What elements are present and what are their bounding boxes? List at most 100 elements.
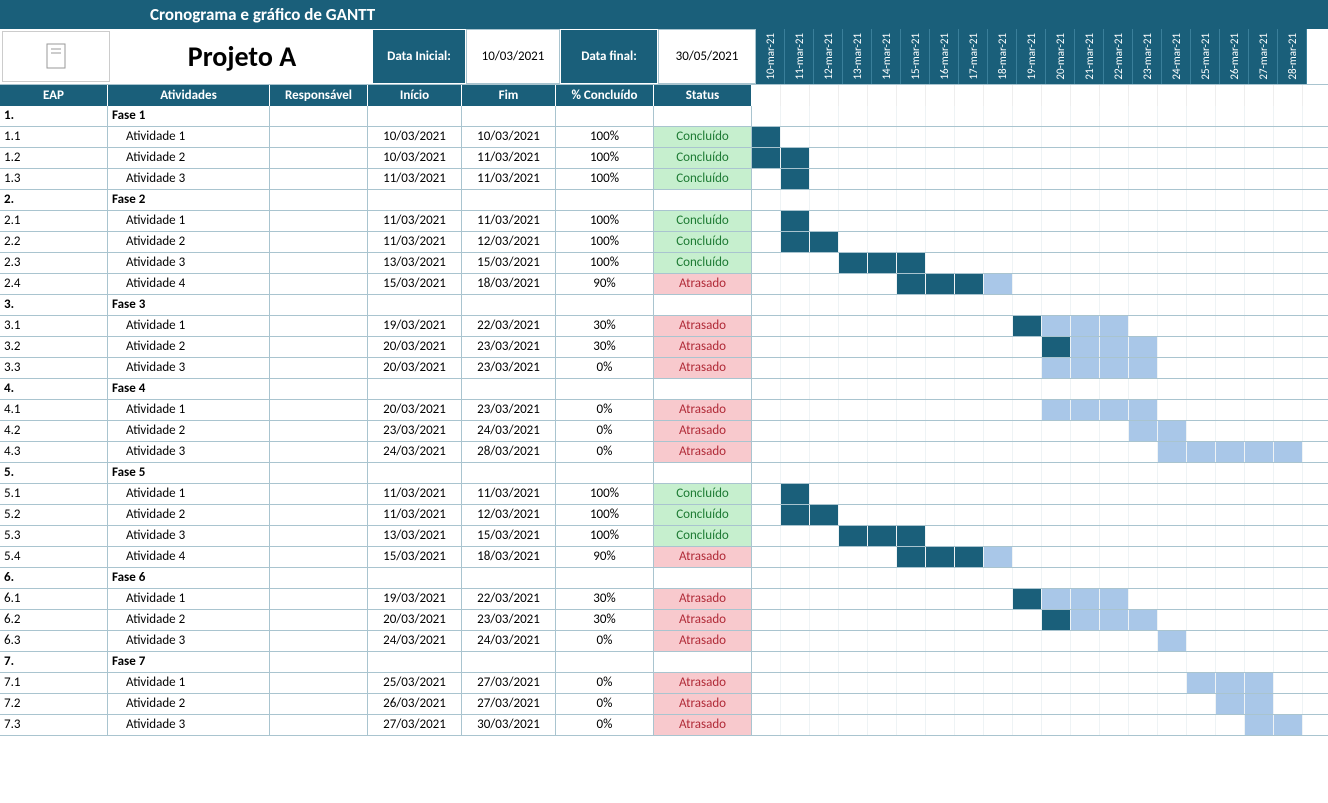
cell-status[interactable]: Concluído xyxy=(654,505,752,525)
cell-atividade[interactable]: Atividade 4 xyxy=(108,274,270,294)
cell-responsavel[interactable] xyxy=(270,358,368,378)
cell-status[interactable]: Atrasado xyxy=(654,421,752,441)
cell-status[interactable]: Atrasado xyxy=(654,337,752,357)
cell-eap[interactable]: 7. xyxy=(0,652,108,672)
cell-responsavel[interactable] xyxy=(270,211,368,231)
cell-eap[interactable]: 6.1 xyxy=(0,589,108,609)
cell-fim[interactable] xyxy=(462,463,556,483)
cell-responsavel[interactable] xyxy=(270,295,368,315)
activity-row[interactable]: 2.1Atividade 111/03/202111/03/2021100%Co… xyxy=(0,211,1328,232)
phase-row[interactable]: 3.Fase 3 xyxy=(0,295,1328,316)
cell-inicio[interactable]: 23/03/2021 xyxy=(368,421,462,441)
cell-eap[interactable]: 4.2 xyxy=(0,421,108,441)
cell-fim[interactable]: 23/03/2021 xyxy=(462,610,556,630)
cell-pct[interactable]: 0% xyxy=(556,715,654,735)
cell-atividade[interactable]: Atividade 2 xyxy=(108,337,270,357)
cell-eap[interactable]: 5.4 xyxy=(0,547,108,567)
cell-eap[interactable]: 5.3 xyxy=(0,526,108,546)
cell-status[interactable]: Atrasado xyxy=(654,673,752,693)
cell-responsavel[interactable] xyxy=(270,484,368,504)
cell-pct[interactable]: 100% xyxy=(556,169,654,189)
cell-inicio[interactable]: 27/03/2021 xyxy=(368,715,462,735)
cell-atividade[interactable]: Atividade 2 xyxy=(108,610,270,630)
cell-inicio[interactable] xyxy=(368,652,462,672)
phase-row[interactable]: 5.Fase 5 xyxy=(0,463,1328,484)
cell-eap[interactable]: 1.1 xyxy=(0,127,108,147)
cell-status[interactable]: Concluído xyxy=(654,232,752,252)
cell-responsavel[interactable] xyxy=(270,589,368,609)
cell-fim[interactable]: 10/03/2021 xyxy=(462,127,556,147)
activity-row[interactable]: 4.1Atividade 120/03/202123/03/20210%Atra… xyxy=(0,400,1328,421)
activity-row[interactable]: 7.3Atividade 327/03/202130/03/20210%Atra… xyxy=(0,715,1328,736)
cell-inicio[interactable] xyxy=(368,190,462,210)
cell-fim[interactable]: 11/03/2021 xyxy=(462,484,556,504)
cell-pct[interactable]: 100% xyxy=(556,526,654,546)
cell-inicio[interactable] xyxy=(368,295,462,315)
cell-inicio[interactable]: 26/03/2021 xyxy=(368,694,462,714)
activity-row[interactable]: 5.3Atividade 313/03/202115/03/2021100%Co… xyxy=(0,526,1328,547)
cell-status[interactable] xyxy=(654,106,752,126)
cell-pct[interactable]: 0% xyxy=(556,694,654,714)
cell-responsavel[interactable] xyxy=(270,610,368,630)
cell-status[interactable]: Atrasado xyxy=(654,316,752,336)
cell-inicio[interactable]: 24/03/2021 xyxy=(368,631,462,651)
cell-fim[interactable]: 11/03/2021 xyxy=(462,211,556,231)
cell-responsavel[interactable] xyxy=(270,400,368,420)
cell-responsavel[interactable] xyxy=(270,190,368,210)
cell-responsavel[interactable] xyxy=(270,421,368,441)
cell-responsavel[interactable] xyxy=(270,148,368,168)
cell-responsavel[interactable] xyxy=(270,547,368,567)
cell-inicio[interactable]: 11/03/2021 xyxy=(368,211,462,231)
cell-status[interactable]: Atrasado xyxy=(654,631,752,651)
cell-atividade[interactable]: Atividade 2 xyxy=(108,148,270,168)
cell-atividade[interactable]: Atividade 1 xyxy=(108,127,270,147)
cell-atividade[interactable]: Fase 6 xyxy=(108,568,270,588)
activity-row[interactable]: 2.4Atividade 415/03/202118/03/202190%Atr… xyxy=(0,274,1328,295)
cell-atividade[interactable]: Fase 3 xyxy=(108,295,270,315)
cell-atividade[interactable]: Atividade 3 xyxy=(108,631,270,651)
activity-row[interactable]: 4.3Atividade 324/03/202128/03/20210%Atra… xyxy=(0,442,1328,463)
cell-pct[interactable]: 0% xyxy=(556,631,654,651)
cell-responsavel[interactable] xyxy=(270,505,368,525)
cell-fim[interactable]: 11/03/2021 xyxy=(462,148,556,168)
cell-eap[interactable]: 5. xyxy=(0,463,108,483)
cell-responsavel[interactable] xyxy=(270,442,368,462)
cell-inicio[interactable]: 20/03/2021 xyxy=(368,400,462,420)
cell-status[interactable] xyxy=(654,379,752,399)
cell-status[interactable] xyxy=(654,568,752,588)
cell-status[interactable]: Atrasado xyxy=(654,358,752,378)
cell-responsavel[interactable] xyxy=(270,106,368,126)
activity-row[interactable]: 6.1Atividade 119/03/202122/03/202130%Atr… xyxy=(0,589,1328,610)
cell-responsavel[interactable] xyxy=(270,127,368,147)
cell-status[interactable]: Atrasado xyxy=(654,442,752,462)
cell-pct[interactable]: 100% xyxy=(556,484,654,504)
cell-eap[interactable]: 6. xyxy=(0,568,108,588)
cell-atividade[interactable]: Atividade 3 xyxy=(108,358,270,378)
cell-pct[interactable]: 30% xyxy=(556,337,654,357)
cell-status[interactable]: Concluído xyxy=(654,526,752,546)
phase-row[interactable]: 6.Fase 6 xyxy=(0,568,1328,589)
activity-row[interactable]: 7.1Atividade 125/03/202127/03/20210%Atra… xyxy=(0,673,1328,694)
cell-responsavel[interactable] xyxy=(270,379,368,399)
cell-responsavel[interactable] xyxy=(270,316,368,336)
cell-fim[interactable] xyxy=(462,106,556,126)
cell-fim[interactable]: 12/03/2021 xyxy=(462,505,556,525)
activity-row[interactable]: 6.2Atividade 220/03/202123/03/202130%Atr… xyxy=(0,610,1328,631)
activity-row[interactable]: 5.1Atividade 111/03/202111/03/2021100%Co… xyxy=(0,484,1328,505)
cell-inicio[interactable] xyxy=(368,568,462,588)
cell-fim[interactable] xyxy=(462,190,556,210)
cell-pct[interactable]: 90% xyxy=(556,547,654,567)
cell-pct[interactable]: 100% xyxy=(556,211,654,231)
cell-inicio[interactable]: 13/03/2021 xyxy=(368,253,462,273)
cell-status[interactable]: Atrasado xyxy=(654,589,752,609)
cell-responsavel[interactable] xyxy=(270,463,368,483)
cell-inicio[interactable] xyxy=(368,106,462,126)
cell-inicio[interactable]: 15/03/2021 xyxy=(368,274,462,294)
cell-responsavel[interactable] xyxy=(270,274,368,294)
cell-responsavel[interactable] xyxy=(270,169,368,189)
cell-eap[interactable]: 5.1 xyxy=(0,484,108,504)
cell-fim[interactable]: 15/03/2021 xyxy=(462,526,556,546)
cell-inicio[interactable]: 11/03/2021 xyxy=(368,505,462,525)
cell-pct[interactable]: 100% xyxy=(556,148,654,168)
cell-fim[interactable]: 22/03/2021 xyxy=(462,589,556,609)
